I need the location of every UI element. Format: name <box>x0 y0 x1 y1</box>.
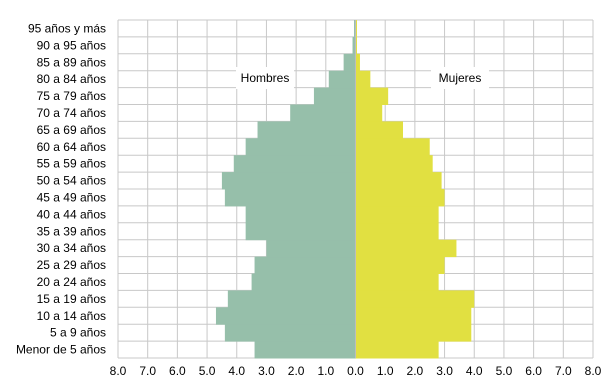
bar-hombres <box>352 36 356 55</box>
y-tick-label: 40 a 44 años <box>37 207 106 221</box>
y-tick-label: Menor de 5 años <box>16 343 106 357</box>
y-tick-label: 20 a 24 años <box>37 275 106 289</box>
bar-hombres <box>233 155 356 173</box>
x-tick-label: 7.0 <box>555 364 572 378</box>
y-axis-labels: Menor de 5 años 5 a 9 años 10 a 14 años 15 … <box>16 21 106 356</box>
y-tick-label: 45 a 49 años <box>37 190 106 204</box>
bar-mujeres <box>355 256 445 274</box>
y-tick-label: 55 a 59 años <box>37 157 106 171</box>
x-tick-label: 8.0 <box>585 364 602 378</box>
x-tick-label: 6.0 <box>525 364 542 378</box>
bar-hombres <box>257 121 356 139</box>
bar-mujeres <box>355 20 357 38</box>
bar-hombres <box>290 104 356 122</box>
x-tick-label: 3.0 <box>436 364 453 378</box>
bar-mujeres <box>355 189 445 207</box>
legend-label: Mujeres <box>439 71 482 85</box>
bar-mujeres <box>355 70 371 89</box>
x-tick-label: 6.0 <box>169 364 186 378</box>
y-tick-label: 85 a 89 años <box>37 55 106 69</box>
bar-hombres <box>224 324 356 342</box>
y-tick-label: 80 a 84 años <box>37 72 106 86</box>
bar-hombres <box>221 172 356 190</box>
bar-hombres <box>245 138 356 156</box>
x-tick-label: 4.0 <box>466 364 483 378</box>
x-tick-label: 1.0 <box>317 364 334 378</box>
y-tick-label: 15 a 19 años <box>37 292 106 306</box>
bar-mujeres <box>355 53 360 72</box>
x-axis-labels: 8.0 7.0 6.0 5.0 4.0 3.0 2.0 1.0 0.0 1.0 2.0 3.0 4.0 5… <box>110 364 602 378</box>
y-tick-label: 60 a 64 años <box>37 140 106 154</box>
x-tick-label: 1.0 <box>377 364 394 378</box>
y-tick-label: 65 a 69 años <box>37 123 106 137</box>
bar-mujeres <box>355 290 475 308</box>
y-tick-label: 5 a 9 años <box>50 326 106 340</box>
bar-hombres <box>354 20 356 38</box>
bar-hombres <box>251 273 356 291</box>
bar-mujeres <box>355 138 430 156</box>
y-tick-label: 75 a 79 años <box>37 89 106 103</box>
x-tick-label: 8.0 <box>110 364 127 378</box>
x-tick-label: 5.0 <box>199 364 216 378</box>
bar-mujeres <box>355 87 389 105</box>
bar-mujeres <box>355 239 457 258</box>
y-tick-label: 90 a 95 años <box>37 38 106 52</box>
mujeres-bars <box>355 20 475 359</box>
legend-box <box>431 67 489 89</box>
legend: Hombres Mujeres <box>236 67 489 89</box>
bar-hombres <box>254 341 356 359</box>
bar-mujeres <box>355 155 433 173</box>
bar-hombres <box>227 290 356 308</box>
bar-hombres <box>254 256 356 274</box>
bar-hombres <box>343 53 356 72</box>
bar-mujeres <box>355 36 357 55</box>
x-tick-label: 2.0 <box>288 364 305 378</box>
bar-mujeres <box>355 172 442 190</box>
legend-box <box>236 67 294 89</box>
y-tick-label: 10 a 14 años <box>37 309 106 323</box>
bar-mujeres <box>355 341 439 359</box>
bar-hombres <box>245 205 356 224</box>
y-tick-label: 30 a 34 años <box>37 241 106 255</box>
x-tick-label: 3.0 <box>258 364 275 378</box>
bar-hombres <box>224 189 356 207</box>
bar-mujeres <box>355 104 383 122</box>
bar-mujeres <box>355 222 439 241</box>
y-tick-label: 50 a 54 años <box>37 174 106 188</box>
x-tick-label: 5.0 <box>496 364 513 378</box>
bar-hombres <box>328 70 356 89</box>
x-tick-label: 4.0 <box>228 364 245 378</box>
bar-mujeres <box>355 273 439 291</box>
legend-label: Hombres <box>241 71 290 85</box>
y-tick-label: 25 a 29 años <box>37 258 106 272</box>
bar-hombres <box>215 307 356 325</box>
y-tick-label: 95 años y más <box>28 21 106 35</box>
bar-hombres <box>245 222 356 241</box>
x-tick-label: 7.0 <box>139 364 156 378</box>
bar-mujeres <box>355 324 472 342</box>
y-tick-label: 70 a 74 años <box>37 106 106 120</box>
bar-hombres <box>266 239 356 258</box>
hombres-bars <box>215 20 356 359</box>
bar-mujeres <box>355 205 439 224</box>
x-tick-label: 0.0 <box>347 364 364 378</box>
bar-hombres <box>313 87 356 105</box>
x-tick-label: 2.0 <box>407 364 424 378</box>
bar-mujeres <box>355 307 472 325</box>
y-tick-label: 35 a 39 años <box>37 224 106 238</box>
bar-mujeres <box>355 121 403 139</box>
